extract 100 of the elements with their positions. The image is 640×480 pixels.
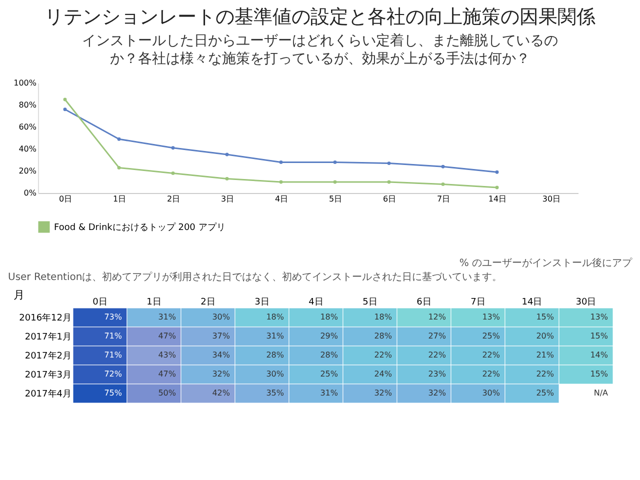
y-tick-label: 80% [18, 100, 37, 110]
y-tick-label: 60% [18, 122, 37, 132]
x-tick-label: 5日 [362, 298, 378, 308]
point [117, 166, 121, 170]
x-tick-label: 5日 [328, 194, 342, 204]
data-label: 42% [212, 388, 230, 398]
data-label: 71% [104, 332, 122, 340]
data-label: 30% [482, 388, 500, 398]
x-tick-label: 2日 [166, 194, 180, 204]
y-tick-label: 2016年12月 [19, 312, 72, 324]
data-label: 12% [428, 312, 446, 322]
data-label: 34% [212, 350, 230, 360]
data-label: 13% [482, 312, 500, 322]
data-label: 25% [482, 332, 500, 340]
data-label: 18% [320, 312, 338, 322]
y-tick-label: 20% [18, 166, 37, 176]
data-label: 35% [266, 388, 284, 398]
data-label: 25% [320, 370, 338, 378]
text: N/A [594, 388, 608, 398]
data-label: 15% [590, 332, 608, 340]
point [495, 170, 499, 174]
chart-title: リテンションレートの基準値の設定と各社の向上施策の因果関係 [44, 5, 596, 30]
y-tick-label: 2017年2月 [24, 350, 72, 362]
x-tick-label: 30日 [542, 194, 561, 204]
x-tick-label: 4日 [274, 194, 288, 204]
y-tick-label: 100% [14, 78, 37, 88]
data-label: 18% [266, 312, 284, 322]
data-label: 72% [104, 370, 122, 378]
point [333, 180, 337, 184]
point [63, 98, 67, 102]
data-label: 22% [536, 370, 554, 378]
data-label: 22% [428, 350, 446, 360]
data-label: 22% [374, 350, 392, 360]
point [279, 160, 283, 164]
data-label: 32% [374, 388, 392, 398]
chart-subtitle: インストールした日からユーザーはどれくらい定着し、また離脱しているのか？各社は様々な施策を打っているが、効果が上がる手法は何か？ [81, 32, 559, 68]
data-label: 47% [158, 332, 176, 340]
data-label: 30% [212, 312, 230, 322]
point [225, 152, 229, 156]
y-tick-label: 0% [24, 188, 37, 198]
data-label: 28% [320, 350, 338, 360]
point [171, 171, 175, 175]
y-axis-title: 月 [14, 288, 24, 302]
point [387, 180, 391, 184]
data-label: 31% [158, 312, 176, 322]
x-tick-label: 6日 [382, 194, 396, 204]
data-label: 27% [428, 332, 446, 340]
x-tick-label: 6日 [416, 298, 432, 308]
data-label: 43% [158, 350, 176, 360]
x-tick-label: 7日 [436, 194, 450, 204]
data-label: 24% [374, 370, 392, 378]
data-label: 50% [158, 388, 176, 398]
point [441, 164, 445, 168]
x-tick-label: 3日 [220, 194, 234, 204]
data-label: 28% [266, 350, 284, 360]
point [117, 137, 121, 141]
point [63, 108, 67, 112]
data-label: 22% [482, 370, 500, 378]
point [171, 146, 175, 150]
x-tick-label: 1日 [146, 298, 162, 308]
text: % のユーザーがインストール後にアプ [458, 256, 632, 270]
data-label: 30% [266, 370, 284, 378]
data-label: 71% [104, 350, 122, 360]
text: User Retentionは、初めてアプリが利用された日ではなく、初めてインストールされた日に基づいています。 [8, 270, 504, 284]
point [333, 160, 337, 164]
data-label: 18% [374, 312, 392, 322]
data-label: 73% [104, 312, 122, 322]
y-tick-label: 2017年3月 [24, 370, 72, 380]
x-tick-label: 30日 [576, 298, 596, 308]
x-tick-label: 14日 [522, 298, 542, 308]
data-label: 14% [590, 350, 608, 360]
data-label: 22% [482, 350, 500, 360]
data-label: 31% [320, 388, 338, 398]
point [225, 176, 229, 180]
y-tick-label: 2017年1月 [24, 332, 72, 342]
data-label: 13% [590, 312, 608, 322]
legend-label: Food & Drinkにおけるトップ 200 アプリ [54, 222, 226, 233]
y-tick-label: 2017年4月 [24, 388, 72, 400]
data-label: 32% [428, 388, 446, 398]
data-label: 15% [590, 370, 608, 378]
data-label: 75% [104, 388, 122, 398]
y-tick-label: 40% [18, 144, 37, 154]
x-tick-label: 1日 [112, 194, 126, 204]
point [495, 186, 499, 190]
data-label: 23% [428, 370, 446, 378]
x-tick-label: 7日 [470, 298, 486, 308]
x-tick-label: 14日 [488, 194, 507, 204]
data-label: 32% [212, 370, 230, 378]
data-label: 31% [266, 332, 284, 340]
point [387, 162, 391, 166]
data-label: 47% [158, 370, 176, 378]
x-tick-label: 0日 [92, 298, 108, 308]
data-label: 28% [374, 332, 392, 340]
x-tick-label: 4日 [308, 298, 324, 308]
data-label: 15% [536, 312, 554, 322]
data-label: 20% [536, 332, 554, 340]
point [279, 180, 283, 184]
data-label: 37% [212, 332, 230, 340]
data-label: 21% [536, 350, 554, 360]
x-tick-label: 2日 [200, 298, 216, 308]
